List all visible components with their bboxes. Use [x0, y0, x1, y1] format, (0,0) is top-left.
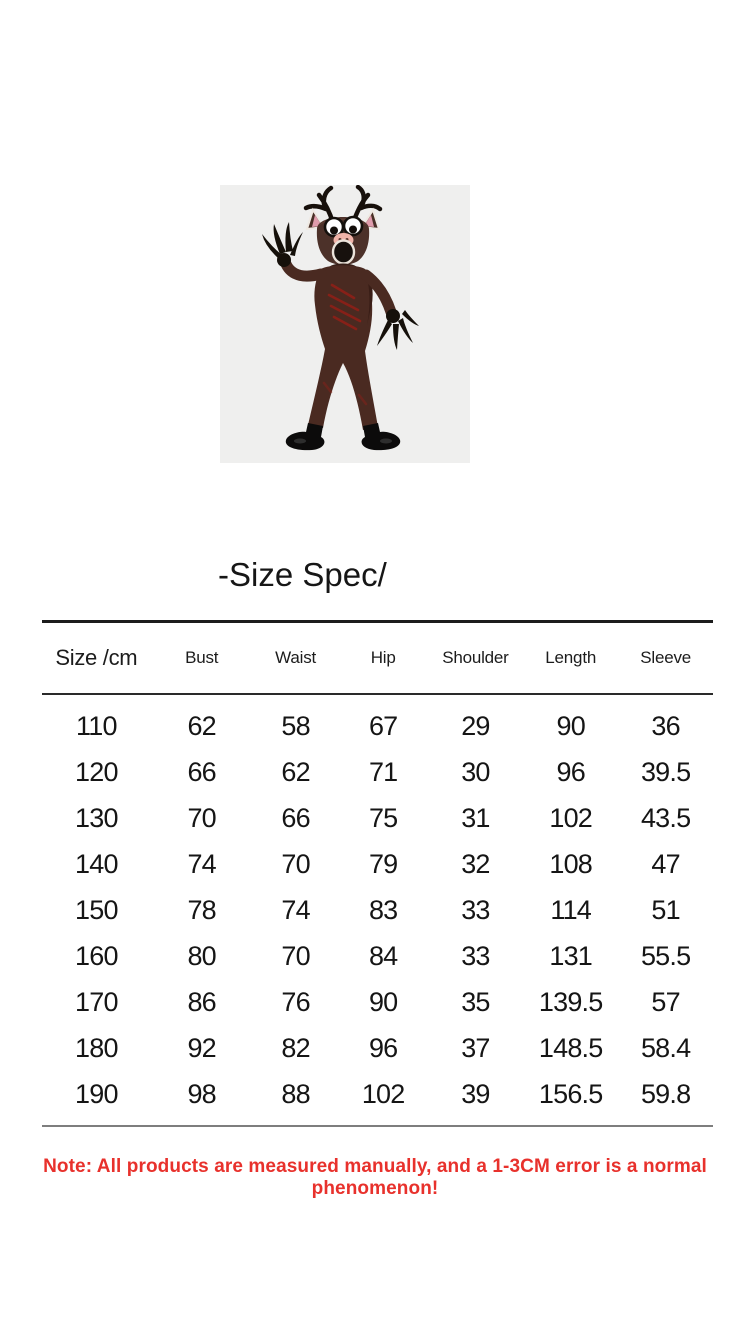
measurement-cell: 88: [281, 1078, 310, 1109]
measurement-cell: 98: [187, 1078, 216, 1109]
measurement-cell: 96: [556, 756, 585, 787]
measurement-cell: 102: [549, 802, 593, 833]
costume-character-illustration: [262, 185, 419, 451]
size-cell: 180: [75, 1032, 118, 1063]
product-image[interactable]: [220, 185, 470, 463]
measurement-cell: 32: [461, 848, 490, 879]
size-cell: 190: [75, 1078, 118, 1109]
measurement-cell: 108: [549, 848, 593, 879]
measurement-cell: 92: [187, 1032, 216, 1063]
table-row: 190 98 88 102 39 156.5 59.8: [42, 1071, 713, 1117]
measurement-cell: 37: [461, 1032, 490, 1063]
measurement-cell: 79: [368, 848, 398, 879]
size-cell: 110: [76, 710, 117, 741]
size-cell: 120: [75, 756, 118, 787]
size-cell: 140: [75, 848, 118, 879]
measurement-cell: 47: [651, 848, 680, 879]
measurement-cell: 58: [281, 710, 310, 741]
measurement-cell: 55.5: [640, 940, 691, 971]
column-header-length: Length: [545, 648, 597, 667]
measurement-cell: 33: [461, 940, 490, 971]
measurement-cell: 70: [187, 802, 216, 833]
measurement-cell: 51: [651, 894, 680, 925]
measurement-cell: 74: [187, 848, 216, 879]
measurement-cell: 80: [187, 940, 216, 971]
size-table: Size /cm Bust Waist Hip Shoulder Length Sleeve…: [42, 620, 713, 1127]
measurement-cell: 39.5: [640, 756, 691, 787]
measurement-cell: 148.5: [538, 1032, 603, 1063]
eyes: [323, 215, 364, 238]
measurement-cell: 66: [187, 756, 216, 787]
measurement-cell: 83: [368, 894, 398, 925]
boots: [285, 423, 401, 451]
size-cell: 170: [75, 986, 118, 1017]
column-header-size-cm: Size /cm: [55, 645, 138, 670]
size-cell: 160: [75, 940, 118, 971]
table-row: 180 92 82 96 37 148.5 58.4: [42, 1025, 713, 1071]
size-cell: 130: [75, 802, 118, 833]
measurement-cell: 43.5: [640, 802, 691, 833]
measurement-cell: 33: [461, 894, 490, 925]
measurement-cell: 58.4: [640, 1032, 691, 1063]
measurement-cell: 102: [361, 1078, 405, 1109]
right-arm: [360, 269, 397, 318]
measurement-cell: 62: [187, 710, 216, 741]
measurement-cell: 82: [281, 1032, 310, 1063]
measurement-cell: 35: [461, 986, 490, 1017]
measurement-cell: 131: [549, 940, 593, 971]
table-row: 170 86 76 90 35 139.5 57: [42, 979, 713, 1025]
measurement-note: Note: All products are measured manually…: [43, 1156, 707, 1199]
measurement-cell: 67: [368, 710, 398, 741]
bodysuit: [308, 265, 378, 430]
measurement-cell: 90: [368, 986, 398, 1017]
table-row: 140 74 70 79 32 108 47: [42, 841, 713, 887]
measurement-cell: 75: [368, 802, 398, 833]
mouth: [331, 239, 356, 265]
measurement-cell: 62: [281, 756, 310, 787]
measurement-cell: 36: [651, 710, 680, 741]
measurement-cell: 71: [368, 756, 398, 787]
measurement-cell: 31: [461, 802, 490, 833]
column-header-waist: Waist: [275, 648, 317, 667]
table-row: 160 80 70 84 33 131 55.5: [42, 933, 713, 979]
measurement-cell: 86: [187, 986, 216, 1017]
table-row: 120 66 62 71 30 96 39.5: [42, 749, 713, 795]
scratch-marks: [322, 283, 368, 406]
measurement-cell: 90: [556, 710, 585, 741]
measurement-cell: 84: [368, 940, 398, 971]
measurement-cell: 114: [550, 894, 592, 925]
measurement-cell: 156.5: [538, 1078, 603, 1109]
measurement-cell: 57: [651, 986, 680, 1017]
left-claw-hand: [262, 222, 303, 267]
measurement-cell: 78: [187, 894, 216, 925]
measurement-cell: 59.8: [640, 1078, 691, 1109]
measurement-cell: 139.5: [538, 986, 603, 1017]
size-table-header-row: Size /cm Bust Waist Hip Shoulder Length Sleeve: [42, 620, 713, 695]
size-cell: 150: [75, 894, 118, 925]
measurement-cell: 39: [461, 1078, 490, 1109]
measurement-cell: 66: [281, 802, 310, 833]
measurement-cell: 96: [368, 1032, 398, 1063]
measurement-cell: 76: [281, 986, 310, 1017]
measurement-cell: 74: [281, 894, 310, 925]
page-title: -Size Spec/: [218, 556, 387, 593]
measurement-cell: 70: [281, 940, 310, 971]
column-header-hip: Hip: [370, 648, 396, 667]
table-row: 150 78 74 83 33 114 51: [42, 887, 713, 933]
column-header-shoulder: Shoulder: [442, 648, 509, 667]
measurement-cell: 30: [461, 756, 490, 787]
right-claw-hand: [377, 309, 419, 350]
size-table-body: 110 62 58 67 29 90 36 120 66 62 71 30 96 39.5 130 70 66 7…: [42, 703, 713, 1127]
measurement-cell: 29: [461, 710, 490, 741]
measurement-cell: 70: [281, 848, 310, 879]
table-row: 130 70 66 75 31 102 43.5: [42, 795, 713, 841]
table-row: 110 62 58 67 29 90 36: [42, 703, 713, 749]
column-header-sleeve: Sleeve: [640, 648, 692, 667]
left-arm: [280, 258, 327, 282]
column-header-bust: Bust: [185, 648, 219, 667]
